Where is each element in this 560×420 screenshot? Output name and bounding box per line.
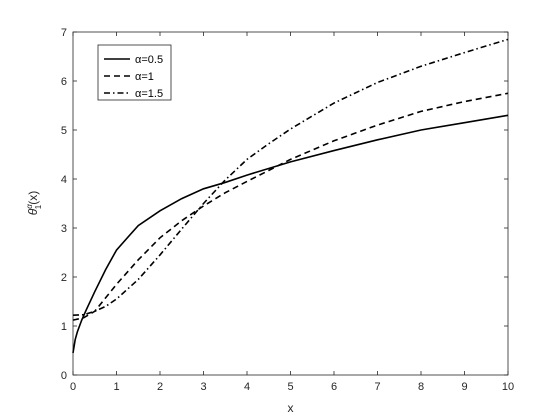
x-tick-label: 4 (244, 381, 250, 393)
y-axis-label-subscript: 1 (34, 204, 43, 209)
y-axis-label-base: θ (26, 208, 40, 215)
legend-items: α=0.5 α=1 α=1.5 (104, 54, 163, 100)
y-tick-label: 6 (61, 76, 67, 88)
y-tick-label: 1 (61, 321, 67, 333)
series-line-2 (72, 92, 509, 321)
series-layer (72, 38, 509, 354)
y-axis-label: θα1(x) (25, 191, 43, 216)
legend-label-2: α=1 (135, 71, 154, 83)
x-tick-label: 7 (374, 381, 380, 393)
axis-ticks: 0 1 2 3 4 5 6 7 8 9 10 0 1 2 3 4 5 6 7 (61, 27, 514, 393)
y-tick-label: 3 (61, 223, 67, 235)
y-tick-label: 4 (61, 174, 67, 186)
legend: α=0.5 α=1 α=1.5 (97, 44, 172, 101)
x-axis-label: x (288, 401, 294, 415)
y-tick-label: 2 (61, 272, 67, 284)
x-tick-label: 2 (157, 381, 163, 393)
x-tick-label: 3 (200, 381, 206, 393)
x-tick-label: 0 (70, 381, 76, 393)
y-axis-label-superscript: α (25, 204, 34, 209)
y-axis-label-suffix: (x) (26, 191, 40, 205)
legend-box (97, 44, 172, 101)
x-tick-label: 5 (287, 381, 293, 393)
x-tick-label: 9 (461, 381, 467, 393)
series-line-3 (72, 38, 509, 317)
series-line-1 (72, 114, 509, 354)
x-tick-label: 10 (502, 381, 514, 393)
y-tick-label: 0 (61, 370, 67, 382)
x-tick-label: 6 (331, 381, 337, 393)
legend-label-1: α=0.5 (135, 54, 163, 66)
x-tick-label: 1 (113, 381, 119, 393)
legend-label-3: α=1.5 (135, 88, 163, 100)
y-tick-label: 7 (61, 27, 67, 39)
y-tick-label: 5 (61, 125, 67, 137)
x-tick-label: 8 (418, 381, 424, 393)
